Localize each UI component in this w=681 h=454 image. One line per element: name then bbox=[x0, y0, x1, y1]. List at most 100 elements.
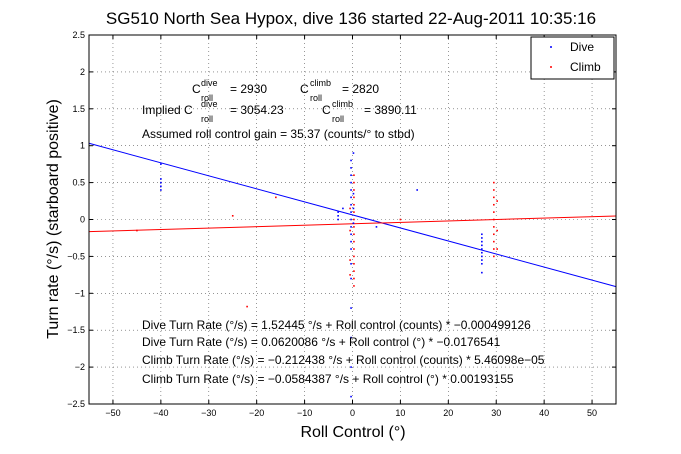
fit-equation-3: Climb Turn Rate (°/s) = −0.212438 °/s + … bbox=[142, 353, 545, 367]
y-tick-label: 2 bbox=[80, 67, 85, 77]
dive-point bbox=[375, 226, 378, 228]
climb-point bbox=[493, 211, 495, 213]
dive-point bbox=[481, 240, 483, 243]
dive-point bbox=[160, 178, 162, 180]
dive-point bbox=[481, 248, 483, 250]
dive-point bbox=[350, 181, 352, 184]
climb-point bbox=[353, 270, 355, 272]
x-tick-label: −40 bbox=[153, 408, 168, 418]
climb-point bbox=[399, 218, 402, 221]
implied-climb-sub: roll bbox=[332, 114, 344, 124]
dive-point bbox=[350, 211, 352, 213]
y-tick-label: 1.5 bbox=[72, 104, 85, 114]
climb-point bbox=[246, 305, 248, 308]
dive-point bbox=[350, 189, 352, 191]
dive-point bbox=[350, 159, 352, 162]
y-tick-label: −2.5 bbox=[67, 399, 85, 409]
dive-point bbox=[350, 240, 352, 243]
climb-point bbox=[353, 226, 355, 228]
roll-coefficients: C dive roll = 2930 C climb roll = 2820 I… bbox=[142, 78, 417, 124]
dive-point bbox=[350, 233, 352, 236]
x-axis-label: Roll Control (°) bbox=[300, 424, 405, 441]
dive-point bbox=[352, 152, 355, 154]
c-climb-base: C bbox=[300, 82, 309, 96]
climb-point bbox=[493, 218, 495, 221]
dive-point bbox=[352, 207, 355, 210]
y-tick-label: −0.5 bbox=[67, 251, 85, 261]
climb-point bbox=[353, 203, 355, 206]
climb-point bbox=[353, 233, 355, 236]
x-tick-label: 30 bbox=[491, 408, 501, 418]
y-axis-label: Turn rate (°/s) (starboard positive) bbox=[45, 99, 62, 339]
climb-point bbox=[349, 229, 351, 232]
dive-point bbox=[337, 211, 339, 213]
climb-point bbox=[353, 189, 355, 191]
y-tick-label: −2 bbox=[75, 362, 85, 372]
dive-point bbox=[350, 395, 352, 398]
climb-point bbox=[493, 248, 495, 250]
dive-point bbox=[481, 271, 483, 274]
dive-point bbox=[350, 218, 352, 221]
axis-ticks: −50 −40 −30 −20 −10 0 10 20 30 40 50−2.5−2−1.5−1−0… bbox=[67, 30, 616, 418]
dive-point bbox=[481, 255, 483, 258]
x-tick-label: −30 bbox=[201, 408, 216, 418]
dive-point bbox=[350, 167, 352, 169]
legend-dive-label: Dive bbox=[570, 40, 594, 54]
y-tick-label: −1 bbox=[75, 288, 85, 298]
dive-fit-line bbox=[88, 142, 617, 288]
climb-point bbox=[353, 262, 355, 265]
dive-point bbox=[342, 207, 344, 210]
data-points bbox=[136, 152, 498, 398]
climb-point bbox=[353, 285, 355, 287]
climb-point bbox=[493, 255, 495, 258]
climb-point bbox=[353, 218, 355, 221]
dive-point bbox=[350, 174, 352, 177]
implied-dive-sub: roll bbox=[201, 114, 213, 124]
roll-gain-annotation: Assumed roll control gain = 35.37 (count… bbox=[142, 127, 415, 141]
climb-point bbox=[493, 226, 495, 228]
x-tick-label: 10 bbox=[395, 408, 405, 418]
dive-point bbox=[350, 196, 352, 199]
y-tick-label: 0 bbox=[80, 215, 85, 225]
dive-point bbox=[416, 189, 418, 191]
y-tick-label: −1.5 bbox=[67, 325, 85, 335]
chart-title: SG510 North Sea Hypox, dive 136 started … bbox=[106, 9, 596, 28]
implied-climb-base: C bbox=[322, 103, 331, 117]
x-tick-label: 50 bbox=[587, 408, 597, 418]
climb-point bbox=[496, 248, 498, 250]
c-climb-value: = 2820 bbox=[342, 82, 379, 96]
plot-area: −50 −40 −30 −20 −10 0 10 20 30 40 50−2.5−2−1.5−1−0… bbox=[67, 30, 617, 418]
dive-point bbox=[350, 336, 352, 339]
y-tick-label: 2.5 bbox=[72, 30, 85, 40]
fit-lines bbox=[88, 142, 617, 288]
x-tick-label: 40 bbox=[539, 408, 549, 418]
dive-point bbox=[481, 244, 483, 247]
dive-point bbox=[352, 192, 355, 195]
y-tick-label: 1 bbox=[80, 141, 85, 151]
climb-point bbox=[349, 259, 351, 261]
dive-point bbox=[350, 307, 352, 309]
legend-climb-marker bbox=[550, 66, 552, 68]
climb-point bbox=[349, 207, 351, 210]
x-tick-label: −20 bbox=[249, 408, 264, 418]
climb-point bbox=[496, 229, 498, 232]
climb-point bbox=[353, 181, 355, 184]
dive-point bbox=[160, 163, 162, 165]
climb-point bbox=[493, 240, 495, 243]
climb-point bbox=[353, 196, 355, 199]
dive-point bbox=[481, 262, 483, 265]
dive-point bbox=[160, 181, 162, 184]
implied-dive-sup: dive bbox=[201, 99, 218, 109]
climb-point bbox=[353, 240, 355, 243]
c-climb-sub: roll bbox=[310, 93, 322, 103]
legend-climb-label: Climb bbox=[570, 60, 601, 74]
c-dive-value: = 2930 bbox=[230, 82, 267, 96]
c-dive-sup: dive bbox=[201, 78, 218, 88]
dive-point bbox=[481, 251, 483, 254]
fit-equation-4: Climb Turn Rate (°/s) = −0.0584387 °/s +… bbox=[142, 372, 514, 386]
implied-climb-value: = 3890.11 bbox=[364, 103, 417, 117]
climb-point bbox=[353, 174, 355, 177]
dive-point bbox=[350, 226, 352, 228]
climb-point bbox=[136, 229, 138, 232]
